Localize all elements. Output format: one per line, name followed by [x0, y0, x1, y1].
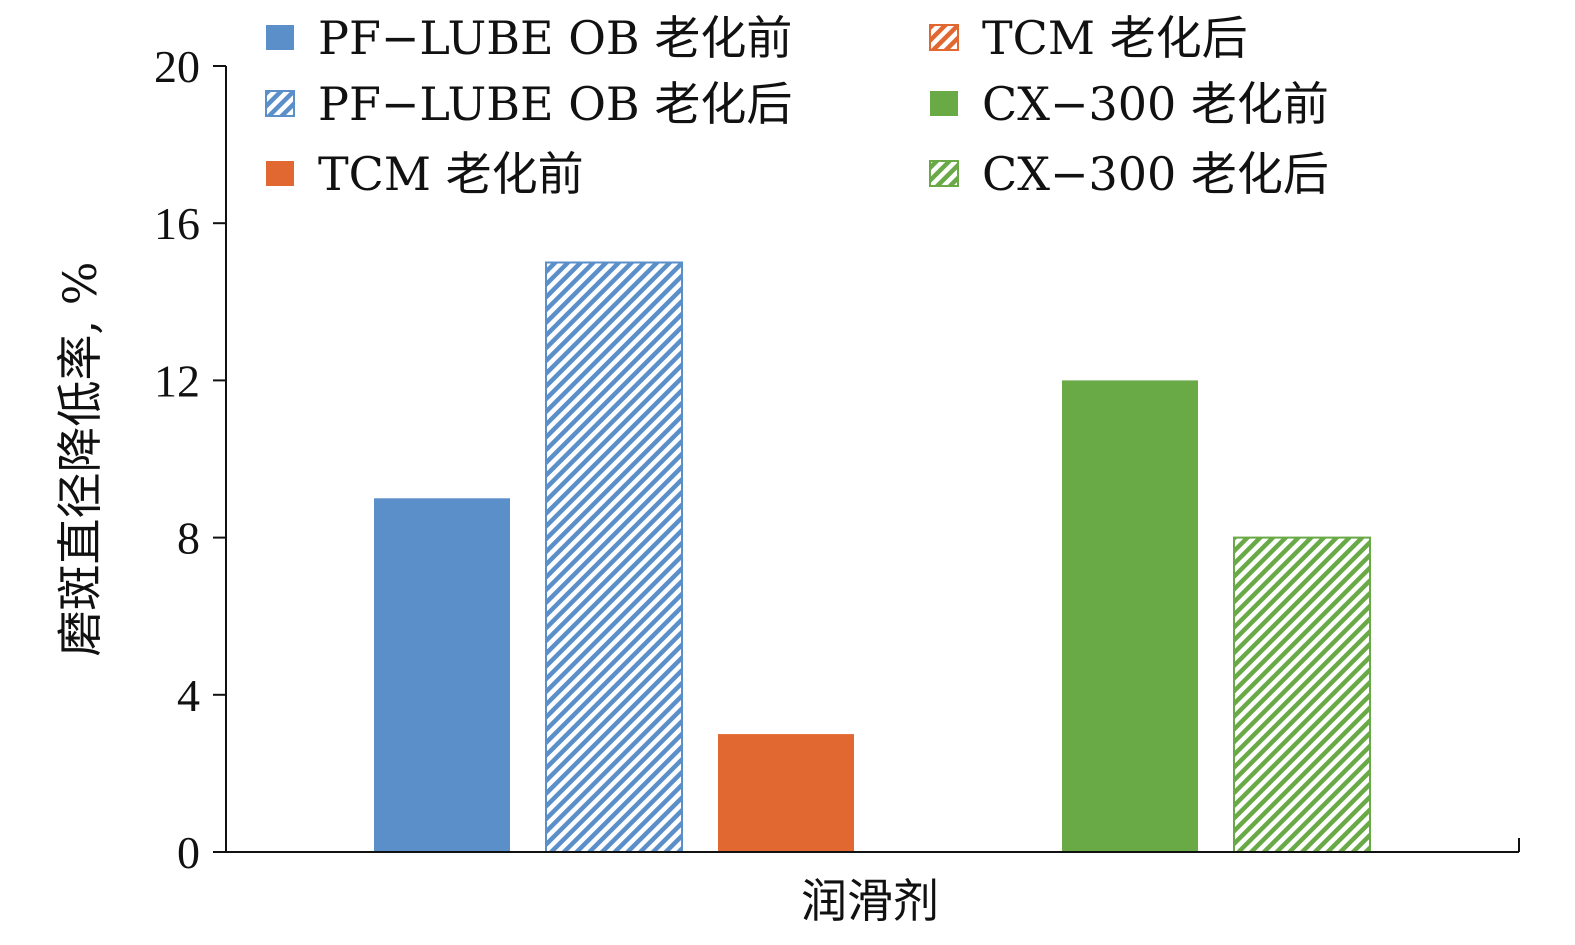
legend-swatch-0 — [266, 25, 294, 50]
legend-label-4: CX−300 老化前 — [982, 77, 1329, 131]
legend-swatch-4 — [930, 91, 958, 116]
x-axis-title: 润滑剂 — [801, 874, 939, 928]
y-tick-label-1: 4 — [177, 670, 200, 721]
legend-label-1: PF−LUBE OB 老化后 — [318, 77, 792, 131]
y-tick-label-3: 12 — [154, 355, 200, 406]
legend-swatch-5 — [929, 160, 959, 187]
axes-group — [225, 66, 1520, 853]
legend-label-5: CX−300 老化后 — [982, 147, 1329, 201]
y-ticks-group: 0 4 8 12 16 20 — [154, 41, 226, 878]
legend-swatch-1 — [265, 90, 295, 117]
bars-group — [374, 261, 1371, 853]
y-tick-label-2: 8 — [177, 513, 200, 564]
legend: PF−LUBE OB 老化前 PF−LUBE OB 老化后 TCM 老化前 TCM 老… — [265, 11, 1329, 201]
y-axis-title: 磨斑直径降低率, % — [53, 262, 107, 657]
bar-5 — [1233, 536, 1371, 853]
plot-area: 0 4 8 12 16 20 — [154, 41, 1520, 878]
y-tick-label-4: 16 — [154, 198, 200, 249]
legend-label-2: TCM 老化前 — [318, 147, 584, 201]
legend-swatch-3 — [929, 24, 959, 51]
y-tick-label-5: 20 — [154, 41, 200, 92]
bar-4 — [1062, 380, 1198, 852]
bar-2 — [718, 734, 854, 852]
bar-1 — [545, 261, 683, 853]
bar-0 — [374, 498, 510, 852]
legend-label-0: PF−LUBE OB 老化前 — [318, 11, 792, 65]
legend-label-3: TCM 老化后 — [982, 11, 1248, 65]
legend-swatch-2 — [266, 161, 294, 186]
y-tick-label-0: 0 — [177, 827, 200, 878]
